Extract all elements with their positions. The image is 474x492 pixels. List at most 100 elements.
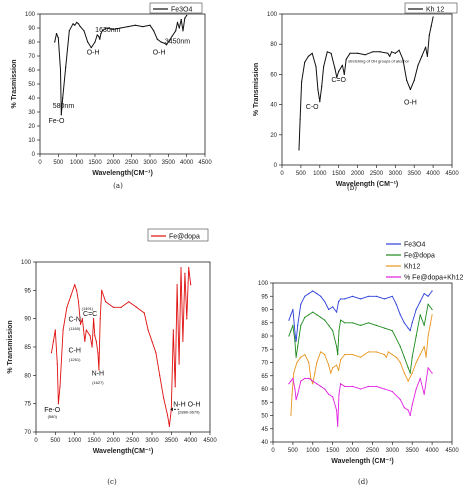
data-point [427,367,429,369]
data-point [359,324,362,326]
data-point [357,52,359,54]
data-point [352,385,354,387]
annotation-label: 1630nm [95,27,120,34]
data-point [367,322,370,324]
data-point [65,66,67,68]
data-point [403,407,405,409]
annotation-label: (1627) [92,380,104,385]
y-tick-label: 60 [261,387,268,393]
data-point [385,356,387,358]
annotation-label: 3450nm [165,38,190,45]
data-point [403,356,405,358]
y-tick-label: 70 [28,54,35,60]
legend-box [147,228,209,242]
data-point [120,27,122,29]
data-point [415,308,417,311]
data-point [60,114,62,116]
data-point [391,330,393,332]
annotation-label: stretching of OH groups of alcohol [348,58,409,63]
data-point [300,356,302,358]
data-point [288,383,290,385]
data-point [344,322,346,324]
x-tick-label: 500 [296,171,307,177]
y-tick-label: 20 [28,124,35,130]
data-point [165,44,168,46]
y-tick-label: 100 [267,12,278,18]
annotation-label: O-H [404,100,417,107]
x-tick-label: 1000 [70,160,84,166]
data-point [297,393,299,395]
data-point [312,311,314,313]
x-tick-label: 1000 [306,448,320,454]
data-point [332,330,334,332]
x-tick-label: 2000 [351,171,365,177]
legend-label: Kh 12 [426,7,444,14]
data-point [171,35,173,38]
data-point [163,397,165,399]
series-line-4 [288,367,433,427]
data-point [99,318,101,320]
x-tick-label: 1500 [88,160,102,166]
data-point [112,306,114,308]
y-tick-label: 40 [270,103,277,109]
x-tick-label: 1000 [313,171,327,177]
x-tick-label: 4500 [445,171,459,177]
data-point [81,318,83,320]
y-axis-label: % Trasmission [11,59,18,108]
data-point [411,356,413,358]
data-point [415,361,417,364]
data-point [319,101,321,103]
data-point [55,33,58,35]
data-point [307,55,309,57]
data-point [332,306,334,308]
data-point [415,388,417,390]
data-point [76,21,78,23]
panel-d: 0 500 1000 1500 2000 2500 3000 3500 4000 4500 40 45… [258,242,464,487]
data-point [94,41,96,43]
data-point [316,314,318,316]
data-point [66,306,68,308]
data-point [402,58,404,60]
data-point [328,308,330,311]
data-point [300,324,302,326]
data-point [340,383,342,385]
data-point [431,290,433,292]
x-tick-label: 2000 [346,448,360,454]
data-point [394,52,396,54]
data-point [431,308,433,311]
data-point [391,51,393,53]
data-point [160,41,162,43]
data-point [320,351,322,353]
legend: Fe3O4 Fe@dopa Kh12 % Fe@dopa+Kh12 [386,242,464,282]
data-point [330,52,332,54]
panel-a: 0 500 1000 1500 2000 2500 3000 3500 4000 4500 0 10 2… [11,2,212,190]
data-point [334,67,336,69]
data-point [340,319,342,321]
panel-caption: (d) [358,478,368,486]
data-point [295,356,297,358]
data-point [324,354,326,356]
data-point [421,55,423,57]
data-point [314,372,316,374]
legend-label: Fe@dopa [404,253,435,260]
panel-caption: (b) [347,184,357,192]
legend-label: Kh12 [404,264,420,271]
data-point [166,414,169,416]
data-point [430,25,432,27]
data-point [407,327,409,329]
x-tick-label: 3500 [165,438,179,444]
data-point [176,21,179,23]
data-point [297,346,299,348]
data-point [310,377,312,379]
annotation-label: C=C [83,311,97,318]
data-point [155,352,157,354]
data-point [89,335,91,337]
data-point [375,324,377,326]
y-tick-label: 10 [28,138,35,144]
y-tick-label: 70 [24,430,31,436]
data-point [338,393,340,395]
data-point [180,267,182,269]
y-tick-label: 95 [261,294,268,300]
y-tick-label: 40 [28,96,35,102]
